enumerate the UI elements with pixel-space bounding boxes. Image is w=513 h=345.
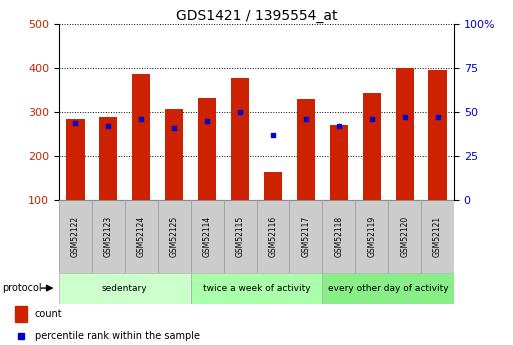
Text: every other day of activity: every other day of activity (328, 284, 448, 293)
Text: GSM52114: GSM52114 (203, 216, 212, 257)
FancyBboxPatch shape (322, 200, 355, 273)
Text: GSM52121: GSM52121 (433, 216, 442, 257)
Bar (132, 74, 150, 200)
Text: GSM52117: GSM52117 (301, 216, 310, 257)
FancyBboxPatch shape (256, 200, 289, 273)
FancyBboxPatch shape (59, 273, 191, 304)
Text: count: count (35, 309, 63, 319)
Text: GSM52125: GSM52125 (170, 216, 179, 257)
Bar (66, 119, 85, 200)
Text: twice a week of activity: twice a week of activity (203, 284, 310, 293)
Bar (165, 109, 183, 200)
FancyBboxPatch shape (421, 200, 454, 273)
Bar (231, 78, 249, 200)
Text: GSM52119: GSM52119 (367, 216, 376, 257)
Text: GSM52120: GSM52120 (400, 216, 409, 257)
FancyBboxPatch shape (59, 200, 92, 273)
FancyBboxPatch shape (322, 273, 454, 304)
FancyBboxPatch shape (289, 200, 322, 273)
Text: GSM52123: GSM52123 (104, 216, 113, 257)
Bar (396, 68, 413, 200)
Text: percentile rank within the sample: percentile rank within the sample (35, 331, 200, 341)
Text: GSM52115: GSM52115 (235, 216, 245, 257)
Bar (297, 99, 315, 200)
Bar (330, 125, 348, 200)
Bar (15, 306, 28, 322)
FancyBboxPatch shape (191, 273, 322, 304)
FancyBboxPatch shape (191, 200, 224, 273)
FancyBboxPatch shape (92, 200, 125, 273)
Bar (100, 117, 117, 200)
Text: sedentary: sedentary (102, 284, 148, 293)
Text: GSM52122: GSM52122 (71, 216, 80, 257)
FancyBboxPatch shape (388, 200, 421, 273)
Text: GSM52124: GSM52124 (137, 216, 146, 257)
FancyBboxPatch shape (158, 200, 191, 273)
Text: GSM52118: GSM52118 (334, 216, 343, 257)
FancyBboxPatch shape (125, 200, 158, 273)
Bar (198, 98, 216, 200)
Text: protocol: protocol (3, 283, 42, 293)
FancyBboxPatch shape (224, 200, 256, 273)
Title: GDS1421 / 1395554_at: GDS1421 / 1395554_at (176, 9, 337, 23)
Bar (428, 70, 447, 200)
Text: GSM52116: GSM52116 (268, 216, 278, 257)
Bar (363, 93, 381, 200)
Bar (264, 172, 282, 200)
FancyBboxPatch shape (355, 200, 388, 273)
